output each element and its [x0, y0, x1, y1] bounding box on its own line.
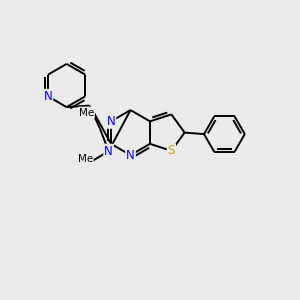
Text: N: N	[126, 148, 135, 162]
Text: Me: Me	[78, 154, 93, 164]
Text: Me: Me	[79, 107, 94, 118]
Text: S: S	[168, 144, 175, 157]
Text: N: N	[104, 145, 113, 158]
Text: N: N	[106, 115, 116, 128]
Text: N: N	[44, 90, 52, 103]
